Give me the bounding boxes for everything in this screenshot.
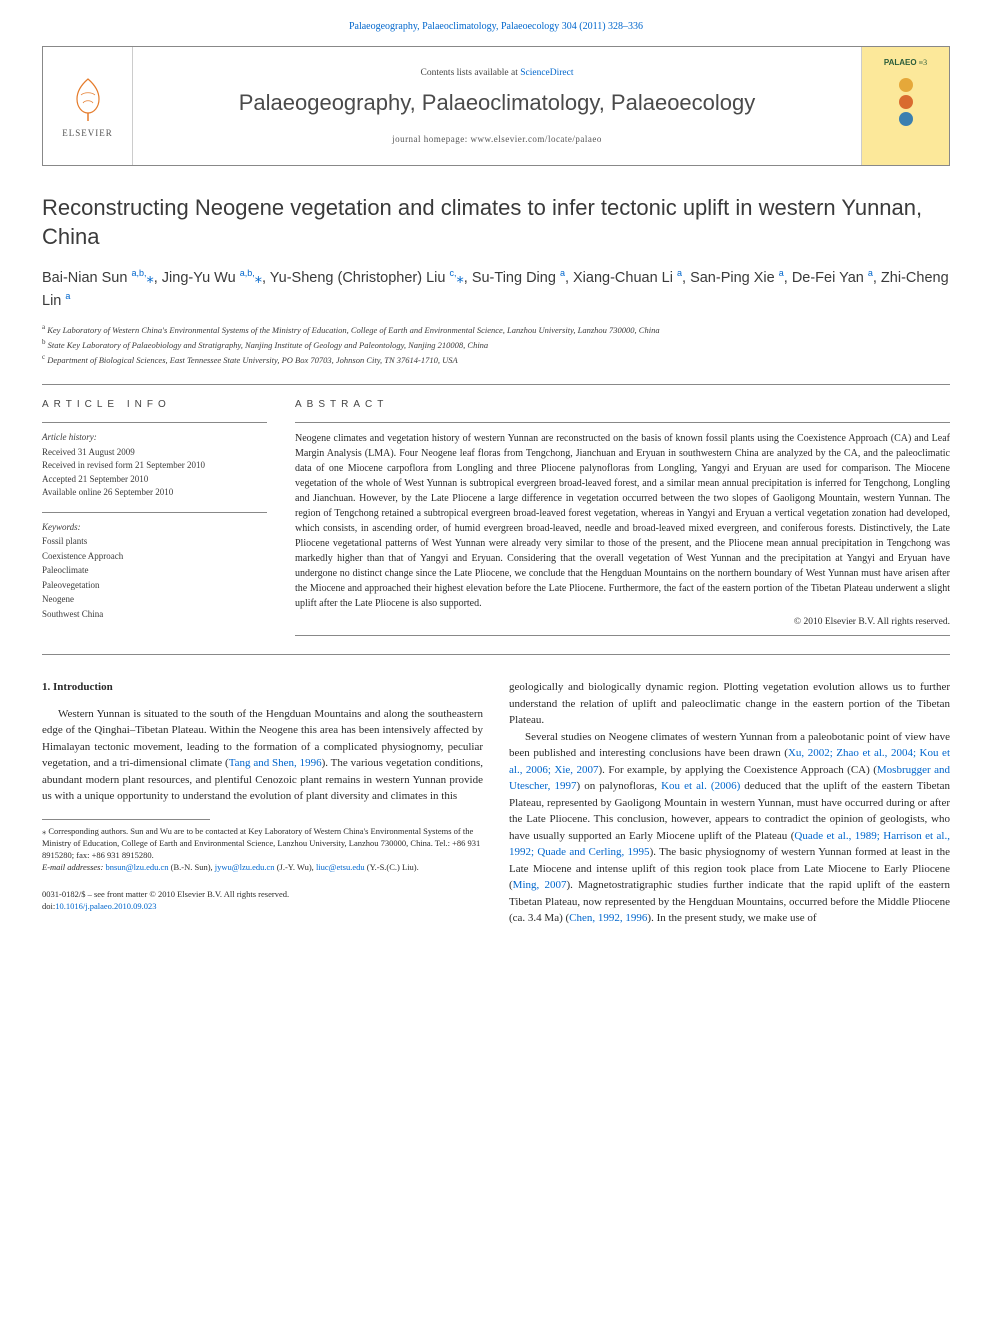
cover-dot xyxy=(899,112,913,126)
keywords-label: Keywords: xyxy=(42,521,267,535)
cover-dots xyxy=(899,78,913,126)
citation-link[interactable]: Tang and Shen, 1996 xyxy=(229,757,322,769)
journal-header: ELSEVIER Contents lists available at Sci… xyxy=(42,46,950,166)
journal-ref-link[interactable]: Palaeogeography, Palaeoclimatology, Pala… xyxy=(349,21,643,32)
keyword: Southwest China xyxy=(42,608,267,622)
elsevier-tree-icon xyxy=(63,73,113,123)
abstract-copyright: © 2010 Elsevier B.V. All rights reserved… xyxy=(295,615,950,629)
keyword: Paleoclimate xyxy=(42,564,267,578)
journal-reference: Palaeogeography, Palaeoclimatology, Pala… xyxy=(42,20,950,34)
paragraph: geologically and biologically dynamic re… xyxy=(509,679,950,729)
keyword: Fossil plants xyxy=(42,535,267,549)
article-info-header: ARTICLE INFO xyxy=(42,397,267,412)
journal-name: Palaeogeography, Palaeoclimatology, Pala… xyxy=(239,88,756,119)
email-link[interactable]: jywu@lzu.edu.cn xyxy=(215,862,275,872)
divider xyxy=(295,635,950,636)
authors: Bai-Nian Sun a,b,⁎, Jing-Yu Wu a,b,⁎, Yu… xyxy=(42,267,950,312)
keywords-list: Fossil plantsCoexistence ApproachPaleocl… xyxy=(42,535,267,621)
citation-link[interactable]: Kou et al. (2006) xyxy=(661,780,740,792)
divider xyxy=(42,654,950,655)
abstract: ABSTRACT Neogene climates and vegetation… xyxy=(295,397,950,636)
cover-dot xyxy=(899,78,913,92)
cover-dot xyxy=(899,95,913,109)
footnotes: ⁎ Corresponding authors. Sun and Wu are … xyxy=(42,826,483,874)
header-center: Contents lists available at ScienceDirec… xyxy=(133,47,861,165)
cover-label: PALAEO xyxy=(884,58,917,67)
email-link[interactable]: bnsun@lzu.edu.cn xyxy=(105,862,168,872)
paragraph: Western Yunnan is situated to the south … xyxy=(42,706,483,805)
affiliation-b: State Key Laboratory of Palaeobiology an… xyxy=(48,340,489,350)
abstract-header: ABSTRACT xyxy=(295,397,950,412)
keyword: Paleovegetation xyxy=(42,579,267,593)
elsevier-text: ELSEVIER xyxy=(62,127,113,140)
corresponding-footnote: ⁎ Corresponding authors. Sun and Wu are … xyxy=(42,826,483,862)
journal-cover-thumb: PALAEO≡3 xyxy=(861,47,949,165)
paragraph: Several studies on Neogene climates of w… xyxy=(509,729,950,927)
history-line: Available online 26 September 2010 xyxy=(42,486,267,500)
section-heading: 1. Introduction xyxy=(42,679,483,696)
divider xyxy=(42,512,267,513)
history-line: Received 31 August 2009 xyxy=(42,446,267,460)
history-line: Received in revised form 21 September 20… xyxy=(42,459,267,473)
contents-line: Contents lists available at ScienceDirec… xyxy=(420,67,573,80)
article-title: Reconstructing Neogene vegetation and cl… xyxy=(42,194,950,251)
divider xyxy=(295,422,950,423)
body-columns: 1. Introduction Western Yunnan is situat… xyxy=(42,679,950,927)
elsevier-logo: ELSEVIER xyxy=(43,47,133,165)
bottom-block: 0031-0182/$ – see front matter © 2010 El… xyxy=(42,889,483,913)
keyword: Neogene xyxy=(42,593,267,607)
info-abstract-row: ARTICLE INFO Article history: Received 3… xyxy=(42,385,950,654)
doi-link[interactable]: 10.1016/j.palaeo.2010.09.023 xyxy=(55,901,156,911)
divider xyxy=(42,422,267,423)
article-info: ARTICLE INFO Article history: Received 3… xyxy=(42,397,267,636)
affiliation-a: Key Laboratory of Western China's Enviro… xyxy=(47,325,659,335)
email-link[interactable]: liuc@etsu.edu xyxy=(316,862,365,872)
footnote-divider xyxy=(42,819,210,820)
journal-homepage: journal homepage: www.elsevier.com/locat… xyxy=(392,133,602,146)
sciencedirect-link[interactable]: ScienceDirect xyxy=(520,68,573,78)
citation-link[interactable]: Ming, 2007 xyxy=(513,879,567,891)
citation-link[interactable]: Chen, 1992, 1996 xyxy=(569,912,647,924)
front-matter-line: 0031-0182/$ – see front matter © 2010 El… xyxy=(42,889,483,901)
history-label: Article history: xyxy=(42,431,267,445)
cover-suffix: ≡3 xyxy=(919,58,928,67)
affiliation-c: Department of Biological Sciences, East … xyxy=(47,354,457,364)
email-footnote: E-mail addresses: bnsun@lzu.edu.cn (B.-N… xyxy=(42,862,483,874)
doi-line: doi:10.1016/j.palaeo.2010.09.023 xyxy=(42,901,483,913)
keyword: Coexistence Approach xyxy=(42,550,267,564)
affiliations: a Key Laboratory of Western China's Envi… xyxy=(42,322,950,366)
history-lines: Received 31 August 2009Received in revis… xyxy=(42,446,267,500)
abstract-text: Neogene climates and vegetation history … xyxy=(295,431,950,611)
history-line: Accepted 21 September 2010 xyxy=(42,473,267,487)
